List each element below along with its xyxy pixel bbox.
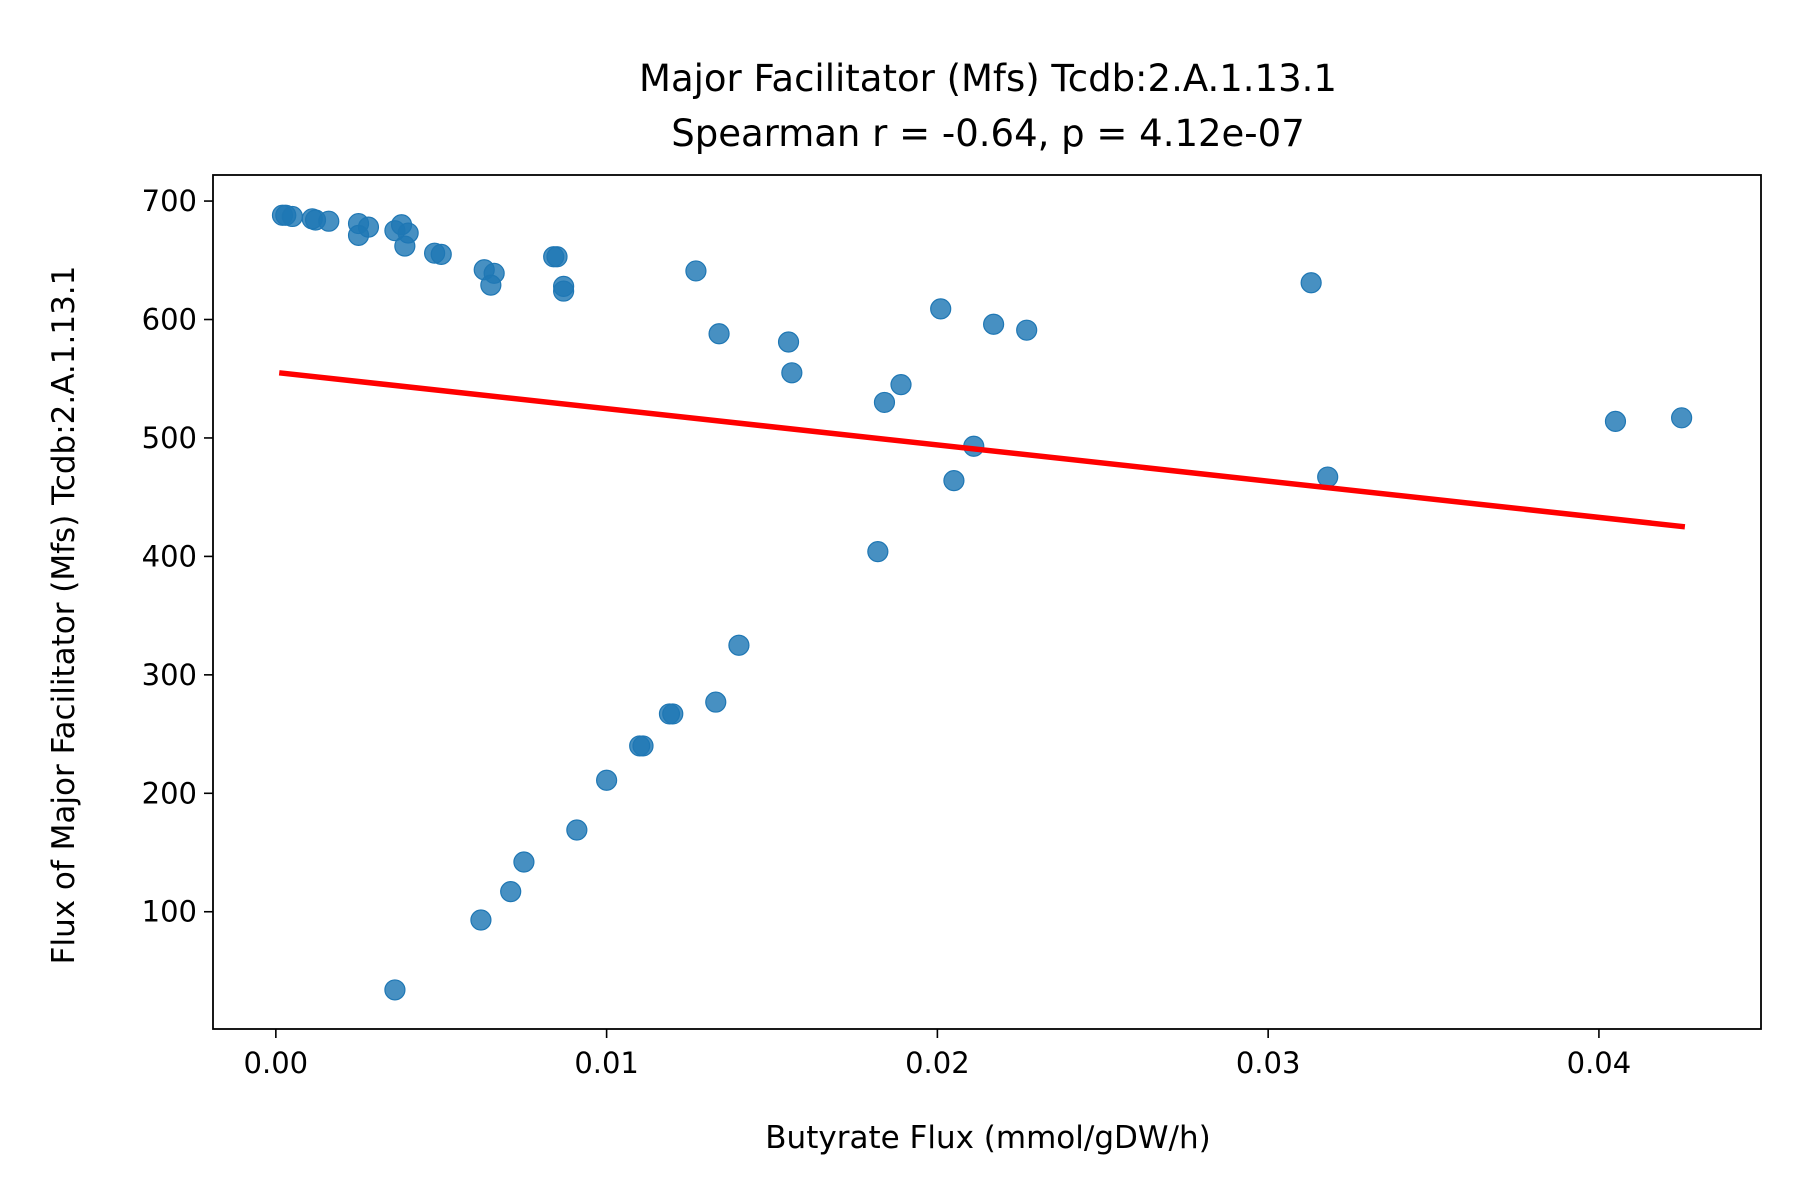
data-point xyxy=(867,541,889,563)
data-point xyxy=(480,274,502,296)
x-tick-label: 0.04 xyxy=(1567,1046,1632,1080)
x-tick-label: 0.02 xyxy=(905,1046,970,1080)
y-tick-label: 700 xyxy=(142,184,197,218)
scatter-points xyxy=(271,204,1693,1001)
data-point xyxy=(662,703,684,725)
data-point xyxy=(394,235,416,257)
data-point xyxy=(513,851,535,873)
y-tick-label: 600 xyxy=(142,303,197,337)
data-point xyxy=(553,280,575,302)
data-point xyxy=(384,979,406,1001)
data-point xyxy=(430,243,452,265)
data-point xyxy=(347,224,370,247)
data-point xyxy=(930,298,952,320)
x-tick-label: 0.03 xyxy=(1236,1046,1301,1080)
data-point xyxy=(1671,407,1693,429)
data-point xyxy=(632,735,654,757)
trend-line-layer xyxy=(278,370,1686,530)
data-point xyxy=(470,909,492,931)
y-tick-label: 200 xyxy=(142,776,197,810)
regression-line xyxy=(278,370,1686,530)
data-point xyxy=(318,210,340,232)
data-point xyxy=(705,691,727,713)
data-point xyxy=(1317,466,1339,488)
y-tick-label: 500 xyxy=(142,421,197,455)
data-point xyxy=(546,246,568,268)
data-point xyxy=(1300,272,1322,294)
y-axis-label: Flux of Major Facilitator (Mfs) Tcdb:2.A… xyxy=(46,266,82,965)
data-point xyxy=(983,313,1005,335)
data-point xyxy=(943,469,965,492)
x-axis: 0.00 0.01 0.02 0.03 0.04 xyxy=(244,1029,1632,1080)
x-tick-label: 0.00 xyxy=(244,1046,309,1080)
data-point xyxy=(781,362,803,384)
y-tick-label: 400 xyxy=(142,539,197,573)
data-point xyxy=(777,331,800,353)
data-point xyxy=(728,634,750,656)
y-tick-label: 300 xyxy=(142,658,197,692)
data-point xyxy=(1604,410,1627,432)
data-point xyxy=(500,881,522,903)
data-point xyxy=(890,374,912,396)
chart-subtitle: Spearman r = -0.64, p = 4.12e-07 xyxy=(671,112,1304,155)
data-point xyxy=(873,391,896,414)
x-axis-label: Butyrate Flux (mmol/gDW/h) xyxy=(765,1120,1210,1156)
y-tick-label: 100 xyxy=(142,895,197,929)
chart-title: Major Facilitator (Mfs) Tcdb:2.A.1.13.1 xyxy=(639,57,1337,100)
data-point xyxy=(566,819,588,841)
data-point xyxy=(685,260,707,282)
plot-area xyxy=(212,174,1762,1030)
data-point xyxy=(596,769,618,791)
data-point xyxy=(708,323,730,345)
y-axis: 100 200 300 400 500 600 700 xyxy=(142,184,213,929)
x-tick-label: 0.01 xyxy=(574,1046,639,1080)
data-point xyxy=(281,205,303,228)
data-point xyxy=(1016,319,1038,341)
